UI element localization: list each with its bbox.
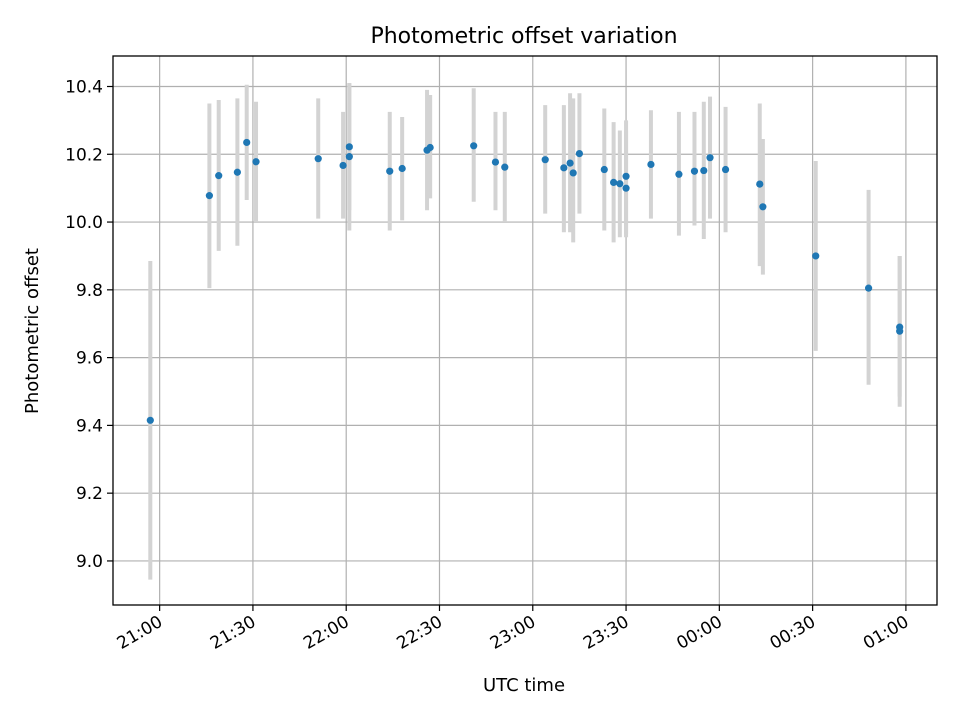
data-point <box>501 163 509 171</box>
data-point <box>233 168 241 176</box>
data-point <box>398 164 406 173</box>
plot-frame <box>112 55 938 606</box>
y-tick-label: 10.2 <box>65 145 103 165</box>
data-point <box>622 184 630 192</box>
y-tick-label: 9.2 <box>76 484 103 504</box>
data-point <box>690 167 699 175</box>
y-tick-label: 9.4 <box>76 416 103 436</box>
data-point <box>759 203 767 211</box>
data-point <box>575 150 584 158</box>
data-point <box>470 142 478 150</box>
data-point <box>756 180 764 188</box>
data-point <box>560 164 568 172</box>
error-bars <box>148 83 902 580</box>
data-point <box>386 167 394 175</box>
data-point <box>243 138 251 147</box>
data-point <box>314 155 322 163</box>
chart-title: Photometric offset variation <box>370 24 677 49</box>
data-point <box>675 170 683 178</box>
x-tick-label: 00:00 <box>673 612 725 654</box>
data-point <box>339 161 347 170</box>
x-tick-label: 22:30 <box>394 612 446 654</box>
data-point <box>541 156 549 164</box>
y-tick-label: 9.0 <box>76 552 103 572</box>
x-tick-label: 23:30 <box>580 612 632 654</box>
x-tick-label: 21:30 <box>207 612 259 654</box>
data-point <box>647 160 655 169</box>
y-tick-label: 10.4 <box>65 78 103 98</box>
data-point <box>345 153 353 161</box>
x-tick-label: 21:00 <box>114 612 166 654</box>
data-point <box>700 166 708 175</box>
data-point <box>426 143 434 152</box>
data-point <box>706 154 714 162</box>
data-points <box>146 138 904 424</box>
data-point <box>616 180 624 188</box>
x-tick-label: 22:00 <box>300 612 352 654</box>
x-tick-label: 00:30 <box>767 612 819 654</box>
data-point <box>566 159 574 167</box>
data-point <box>610 178 618 187</box>
x-tick-label: 01:00 <box>860 612 912 654</box>
y-tick-label: 9.8 <box>76 281 103 301</box>
y-tick-label: 9.6 <box>76 349 103 369</box>
data-point <box>600 165 608 174</box>
axis-ticks: 21:00 21:30 22:00 22:30 23:00 23:30 00:00 00:30… <box>65 78 912 654</box>
data-point <box>569 169 577 177</box>
data-point <box>491 158 500 166</box>
data-point <box>721 165 730 174</box>
data-point <box>864 284 873 292</box>
data-point <box>205 192 213 200</box>
x-tick-label: 23:00 <box>487 612 539 654</box>
data-point <box>146 416 154 424</box>
data-point <box>622 172 630 180</box>
data-point <box>812 252 820 260</box>
data-point <box>345 143 353 151</box>
data-point <box>896 323 904 331</box>
y-axis-label: Photometric offset <box>22 248 43 414</box>
y-tick-label: 10.0 <box>65 213 103 233</box>
x-axis-label: UTC time <box>483 675 565 696</box>
data-point <box>252 158 260 166</box>
data-point <box>215 172 223 180</box>
